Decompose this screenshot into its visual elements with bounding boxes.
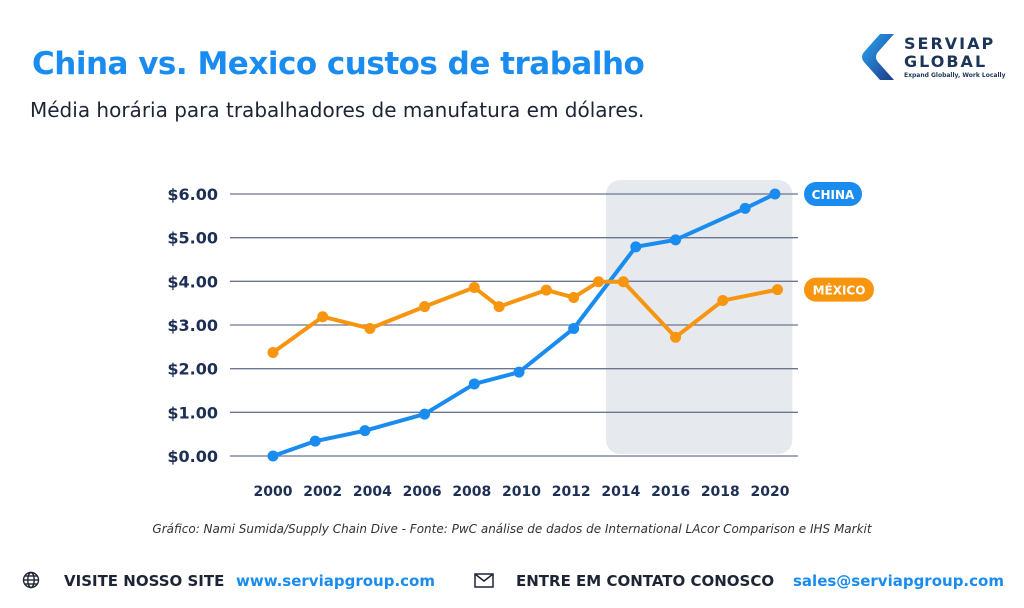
page-subtitle: Média horária para trabalhadores de manu… [30,98,645,122]
x-tick-label: 2014 [601,484,640,500]
y-tick-label: $4.00 [167,272,218,291]
series-label: MÉXICO [813,283,866,298]
x-tick-label: 2000 [254,484,293,500]
data-point [267,450,279,462]
visit-site-label: VISITE NOSSO SITE [64,572,225,590]
data-point [617,276,629,288]
logo-mark-icon [862,34,894,80]
x-tick-label: 2002 [303,484,342,500]
page-title: China vs. Mexico custos de trabalho [32,46,645,82]
x-tick-label: 2008 [452,484,491,500]
x-tick-label: 2016 [651,484,690,500]
data-point [568,322,580,334]
data-point [540,284,552,296]
contact-label: ENTRE EM CONTATO CONOSCO [516,572,775,590]
email-link[interactable]: sales@serviapgroup.com [793,572,1004,590]
x-tick-label: 2006 [403,484,442,500]
series-label-badge [804,277,874,302]
data-point [593,276,605,288]
website-link[interactable]: www.serviapgroup.com [236,572,435,590]
data-point [364,322,376,334]
y-tick-label: $3.00 [167,316,218,335]
logo-line2: GLOBAL [904,52,988,71]
y-tick-label: $2.00 [167,360,218,379]
data-point [317,311,329,323]
data-point [419,408,431,420]
data-point [468,281,480,293]
x-tick-label: 2018 [701,484,740,500]
data-point [771,284,783,296]
logo-line1: SERVIAP [904,34,996,53]
data-point [739,202,751,214]
data-point [717,295,729,307]
data-point [468,378,480,390]
x-tick-label: 2010 [502,484,541,500]
mail-icon [474,573,494,588]
serviap-logo: SERVIAP GLOBAL Expand Globally, Work Loc… [860,32,1005,84]
logo-tagline: Expand Globally, Work Locally [904,72,1006,79]
x-tick-label: 2020 [751,484,790,500]
y-tick-label: $6.00 [167,185,218,204]
y-tick-label: $1.00 [167,403,218,422]
globe-icon [22,571,40,589]
data-point [670,331,682,343]
x-tick-label: 2012 [552,484,591,500]
data-point [630,241,642,253]
chart-source: Gráfico: Nami Sumida/Supply Chain Dive -… [152,522,872,536]
y-tick-label: $0.00 [167,447,218,466]
data-point [267,347,279,359]
data-point [568,291,580,303]
series-label-badge [804,182,862,206]
data-point [359,425,371,437]
data-point [419,301,431,313]
data-point [670,234,682,246]
data-point [769,188,781,200]
data-point [513,366,525,378]
x-tick-label: 2004 [353,484,392,500]
series-label: CHINA [812,188,855,202]
y-tick-label: $5.00 [167,229,218,248]
line-chart: $0.00 $1.00 $2.00 $3.00 $4.00 $5.00 $6.00 2000 2… [167,180,874,500]
data-point [309,435,321,447]
data-point [493,301,505,313]
